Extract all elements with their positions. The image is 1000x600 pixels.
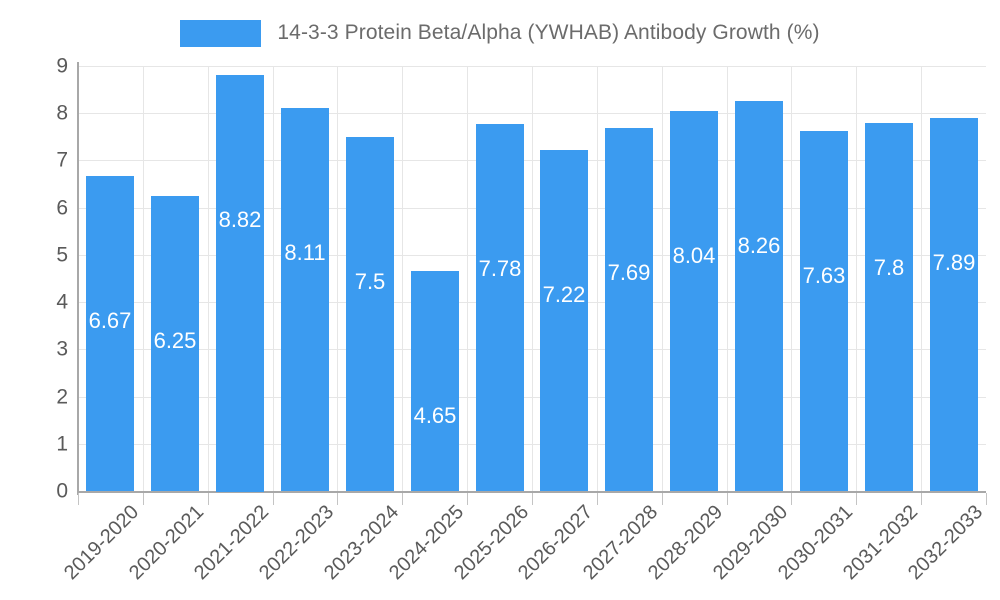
bar[interactable] [346,137,394,491]
bar[interactable] [735,101,783,491]
x-axis-tick-mark [208,493,209,505]
bar[interactable] [411,271,459,491]
y-axis-tick-label: 5 [56,243,68,267]
x-axis-tick-mark [402,493,403,505]
x-axis-tick-mark [597,493,598,505]
gridline-vertical [532,66,533,491]
x-axis-tick-mark [856,493,857,505]
gridline-vertical [597,66,598,491]
bar[interactable] [930,118,978,491]
plot-area [78,66,986,492]
gridline-vertical [856,66,857,491]
bar[interactable] [605,128,653,491]
x-axis-tick-mark [791,493,792,505]
y-axis-tick-label: 2 [56,385,68,409]
x-axis-tick-mark [727,493,728,505]
gridline-vertical [337,66,338,491]
gridline-vertical [467,66,468,491]
gridline-vertical [727,66,728,491]
y-axis-tick-label: 1 [56,432,68,456]
gridline-vertical [921,66,922,491]
bar[interactable] [670,111,718,491]
bar[interactable] [281,108,329,491]
gridline-vertical [273,66,274,491]
x-axis-tick-mark [986,493,987,505]
y-axis-tick-label: 4 [56,290,68,314]
x-axis-line [78,491,986,493]
gridline-vertical [662,66,663,491]
legend-label: 14-3-3 Protein Beta/Alpha (YWHAB) Antibo… [277,21,820,44]
x-axis-tick-mark [337,493,338,505]
legend-color-swatch [180,19,262,47]
gridline-vertical [402,66,403,491]
bar[interactable] [865,123,913,491]
y-axis-tick-label: 3 [56,337,68,361]
bar[interactable] [540,150,588,491]
bar[interactable] [800,131,848,491]
x-axis-tick-mark [921,493,922,505]
chart-legend: 14-3-3 Protein Beta/Alpha (YWHAB) Antibo… [0,14,1000,52]
y-axis-line [77,62,79,495]
y-axis-tick-label: 7 [56,148,68,172]
bar[interactable] [216,75,264,492]
bar[interactable] [151,196,199,491]
gridline-vertical [791,66,792,491]
x-axis-tick-mark [662,493,663,505]
x-axis-tick-mark [467,493,468,505]
y-axis-tick-label: 8 [56,101,68,125]
x-axis-tick-mark [273,493,274,505]
y-axis-tick-label: 0 [56,479,68,503]
gridline-vertical [143,66,144,491]
bar[interactable] [476,124,524,491]
bar[interactable] [86,176,134,491]
y-axis-tick-label: 9 [56,54,68,78]
y-axis-tick-label: 6 [56,196,68,220]
x-axis-tick-mark [78,493,79,505]
x-axis-tick-mark [532,493,533,505]
gridline-vertical [208,66,209,491]
y-axis-tick-labels: 0 1 2 3 4 5 6 7 8 9 [0,0,68,600]
x-axis-tick-mark [143,493,144,505]
